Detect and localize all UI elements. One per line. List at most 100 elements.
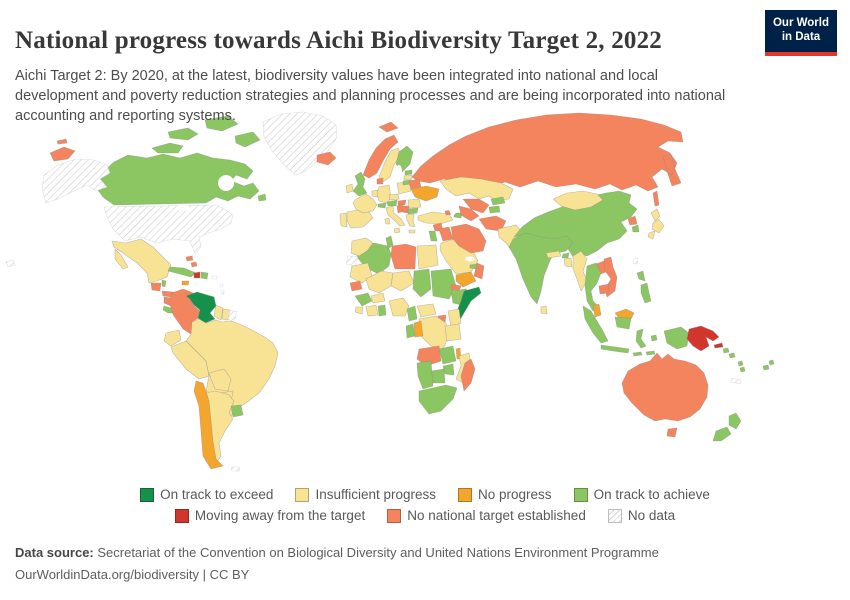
country-australia[interactable] [621, 352, 709, 438]
legend-item-nodata[interactable]: No data [607, 508, 675, 523]
country-denmark[interactable] [376, 177, 384, 185]
country-french-guiana[interactable] [227, 309, 238, 323]
country-fiji[interactable] [762, 359, 775, 371]
country-falkland-islands[interactable] [230, 466, 241, 472]
country-ukraine[interactable] [410, 185, 440, 202]
country-uruguay[interactable] [230, 404, 244, 418]
country-drc[interactable] [418, 315, 450, 350]
country-afghanistan[interactable] [478, 215, 507, 232]
country-nepal[interactable] [545, 250, 562, 259]
country-vanuatu[interactable] [737, 360, 746, 373]
country-taiwan[interactable] [632, 257, 639, 265]
country-uzbekistan[interactable] [462, 198, 490, 214]
country-kenya[interactable] [447, 308, 462, 328]
country-usa[interactable] [5, 158, 234, 268]
country-burkina-faso[interactable] [370, 292, 386, 304]
country-ireland[interactable] [345, 183, 354, 194]
country-cambodia[interactable] [598, 283, 610, 295]
country-south-africa[interactable] [418, 384, 458, 415]
country-austria[interactable] [386, 199, 398, 207]
country-egypt[interactable] [416, 244, 439, 270]
country-western-sahara[interactable] [345, 255, 359, 267]
country-congo[interactable] [413, 320, 424, 338]
country-uae[interactable] [469, 263, 478, 270]
country-ivory-coast[interactable] [365, 304, 379, 317]
country-kyrgyzstan[interactable] [490, 196, 506, 206]
country-portugal[interactable] [339, 212, 348, 228]
country-tajikistan[interactable] [488, 205, 501, 214]
country-mexico[interactable] [111, 238, 172, 284]
country-central-african-republic[interactable] [416, 303, 437, 318]
country-gabon[interactable] [405, 323, 416, 339]
country-namibia[interactable] [416, 360, 434, 390]
country-latvia[interactable] [403, 174, 413, 181]
country-angola[interactable] [416, 345, 442, 367]
country-italy[interactable] [384, 205, 406, 234]
country-bolivia[interactable] [208, 368, 232, 392]
country-zimbabwe[interactable] [442, 363, 455, 376]
country-bangladesh[interactable] [563, 257, 573, 268]
country-dominican-republic[interactable] [200, 271, 209, 280]
country-sierra-leone[interactable] [354, 306, 364, 315]
country-cameroon[interactable] [406, 305, 418, 322]
country-indonesia[interactable] [582, 305, 690, 357]
license-line[interactable]: OurWorldinData.org/biodiversity | CC BY [15, 567, 250, 583]
country-israel-jordan[interactable] [428, 230, 438, 242]
country-chad[interactable] [412, 268, 432, 298]
country-new-caledonia[interactable] [730, 377, 742, 385]
country-suriname[interactable] [221, 308, 231, 321]
country-estonia[interactable] [404, 169, 413, 176]
country-canada[interactable] [97, 115, 267, 206]
country-somalia[interactable] [456, 286, 482, 324]
country-russia[interactable] [49, 112, 684, 207]
country-sri-lanka[interactable] [540, 305, 548, 315]
country-bahamas[interactable] [185, 255, 198, 268]
country-lesser-antilles[interactable] [219, 283, 225, 295]
country-new-zealand[interactable] [712, 412, 742, 442]
country-ghana[interactable] [377, 304, 387, 317]
country-spain[interactable] [346, 209, 374, 229]
country-solomon-islands[interactable] [722, 347, 736, 359]
country-romania[interactable] [407, 198, 422, 209]
country-ecuador[interactable] [163, 329, 182, 347]
country-guinea[interactable] [354, 292, 373, 307]
country-azerbaijan[interactable] [453, 212, 463, 219]
country-tunisia[interactable] [385, 235, 394, 250]
country-india[interactable] [508, 232, 574, 305]
country-france[interactable] [352, 193, 378, 214]
country-morocco[interactable] [350, 237, 374, 257]
country-north-korea[interactable] [627, 215, 638, 226]
legend-item-exceed[interactable]: On track to exceed [140, 487, 273, 502]
country-jamaica[interactable] [181, 280, 190, 286]
country-botswana[interactable] [430, 368, 446, 384]
legend-item-noprogress[interactable]: No progress [458, 487, 552, 502]
country-turkey[interactable] [417, 211, 454, 225]
legend-item-insufficient[interactable]: Insufficient progress [295, 487, 436, 502]
country-nigeria[interactable] [388, 297, 410, 317]
country-turkmenistan[interactable] [458, 205, 480, 222]
country-greece[interactable] [405, 213, 416, 234]
country-thailand[interactable] [584, 262, 602, 312]
country-bulgaria[interactable] [407, 207, 419, 215]
country-iceland[interactable] [316, 151, 337, 166]
country-zambia[interactable] [438, 345, 457, 365]
country-belize[interactable] [161, 279, 167, 288]
country-germany[interactable] [376, 184, 392, 204]
legend-item-away[interactable]: Moving away from the target [174, 508, 365, 523]
country-libya[interactable] [390, 243, 417, 270]
country-finland[interactable] [395, 145, 414, 173]
country-peru[interactable] [170, 340, 210, 380]
country-czechia[interactable] [388, 193, 400, 201]
country-iran[interactable] [450, 223, 487, 254]
country-japan[interactable] [647, 208, 665, 240]
country-united-kingdom[interactable] [352, 171, 368, 197]
country-venezuela[interactable] [185, 291, 217, 324]
country-iraq[interactable] [438, 226, 454, 242]
country-puerto-rico[interactable] [211, 275, 218, 280]
country-cuba[interactable] [167, 266, 197, 278]
country-norway[interactable] [362, 134, 399, 179]
country-senegal[interactable] [349, 280, 363, 292]
country-south-korea[interactable] [631, 224, 640, 233]
country-tanzania[interactable] [444, 323, 462, 342]
country-guyana[interactable] [213, 304, 224, 321]
